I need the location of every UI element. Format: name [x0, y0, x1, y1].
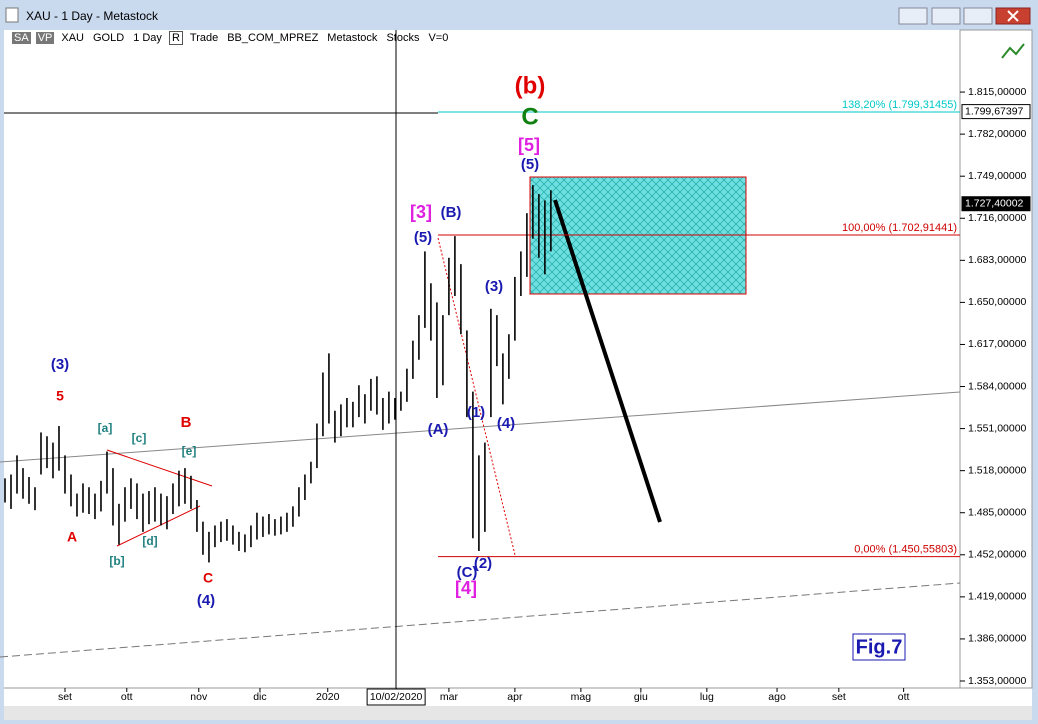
wave-label: (4)	[497, 415, 515, 432]
x-tick-label: 10/02/2020	[370, 691, 423, 703]
price-marker-label: 1.727,40002	[965, 198, 1024, 210]
title-bar	[0, 0, 1038, 30]
x-tick-label: set	[58, 691, 72, 703]
wave-label: (1)	[467, 404, 485, 421]
wave-label: 5	[56, 388, 64, 404]
wave-label: [4]	[455, 578, 477, 598]
wave-label: [b]	[109, 554, 124, 568]
y-tick-label: 1.617,00000	[968, 338, 1027, 350]
y-tick-label: 1.386,00000	[968, 633, 1027, 645]
chart-area	[4, 30, 1032, 706]
y-tick-label: 1.485,00000	[968, 507, 1027, 519]
wave-label: [5]	[518, 135, 540, 155]
fib-label: 0,00% (1.450,55803)	[854, 544, 957, 556]
target-box	[529, 176, 747, 295]
x-tick-label: lug	[700, 691, 714, 703]
y-tick-label: 1.353,00000	[968, 675, 1027, 687]
x-tick-label: ott	[121, 691, 133, 703]
x-tick-label: set	[832, 691, 846, 703]
wave-label: C	[203, 570, 213, 586]
minimize-button[interactable]	[931, 7, 961, 25]
wave-label: [a]	[98, 421, 113, 435]
wave-label: (3)	[485, 278, 503, 295]
toolbar-item[interactable]: V=0	[428, 32, 449, 44]
wave-label: (C)	[457, 564, 478, 581]
tool-icon[interactable]	[1001, 43, 1025, 59]
app-icon	[5, 7, 19, 23]
wave-label: [e]	[182, 444, 197, 458]
wave-label: (5)	[414, 229, 432, 246]
wave-label: C	[521, 103, 538, 130]
wave-label: A	[67, 529, 77, 545]
toolbar-item[interactable]: Trade	[189, 32, 219, 44]
x-tick-label: giu	[634, 691, 648, 703]
figure-label-box	[852, 633, 906, 661]
wave-label: [c]	[132, 431, 147, 445]
wave-label: [3]	[410, 202, 432, 222]
wave-label: [d]	[142, 534, 157, 548]
y-tick-label: 1.650,00000	[968, 296, 1027, 308]
toolbar: SA VP XAU GOLD 1 Day R Trade BB_COM_MPREZ Metast…	[12, 31, 450, 45]
triangle-line	[116, 505, 201, 547]
y-tick-label: 1.518,00000	[968, 464, 1027, 476]
projection-line	[553, 199, 662, 523]
y-tick-label: 1.749,00000	[968, 170, 1027, 182]
figure-label: Fig.7	[856, 636, 903, 658]
price-marker	[961, 104, 1031, 120]
fib-label: 138,20% (1.799,31455)	[842, 99, 957, 111]
window-title: XAU - 1 Day - Metastock	[26, 9, 159, 23]
wave-label: (4)	[197, 592, 215, 609]
y-tick-label: 1.782,00000	[968, 128, 1027, 140]
toolbar-item[interactable]: GOLD	[93, 32, 125, 44]
price-axis	[959, 29, 1033, 689]
price-marker	[961, 196, 1031, 212]
x-tick-label: ott	[898, 691, 910, 703]
y-tick-label: 1.815,00000	[968, 86, 1027, 98]
toolbar-item[interactable]: XAU	[61, 32, 84, 44]
wave-label: (2)	[474, 555, 492, 572]
x-tick-label: mar	[440, 691, 459, 703]
trend-line	[0, 582, 961, 658]
wave-label: (3)	[51, 356, 69, 373]
x-tick-label: 2020	[316, 691, 340, 703]
y-tick-label: 1.683,00000	[968, 254, 1027, 266]
y-tick-label: 1.584,00000	[968, 380, 1027, 392]
toolbar-item[interactable]: Stocks	[386, 32, 420, 44]
x-tick-label: nov	[190, 691, 208, 703]
crosshair-date-box	[366, 688, 426, 706]
window-button[interactable]	[898, 7, 928, 25]
toolbar-item[interactable]: R	[168, 31, 183, 45]
wave-label: (5)	[521, 156, 539, 173]
trend-line	[0, 391, 961, 463]
x-tick-label: ago	[768, 691, 786, 703]
x-tick-label: mag	[571, 691, 592, 703]
y-tick-label: 1.551,00000	[968, 422, 1027, 434]
toolbar-item[interactable]: SA	[12, 32, 31, 44]
triangle-line	[106, 449, 213, 487]
toolbar-item[interactable]: Metastock	[327, 32, 378, 44]
x-tick-label: apr	[507, 691, 523, 703]
scrollbar[interactable]	[4, 706, 1032, 720]
y-tick-label: 1.716,00000	[968, 212, 1027, 224]
toolbar-item[interactable]: VP	[35, 32, 55, 44]
toolbar-item[interactable]: BB_COM_MPREZ	[227, 32, 319, 44]
y-tick-label: 1.419,00000	[968, 591, 1027, 603]
y-tick-label: 1.452,00000	[968, 549, 1027, 561]
wave-label: B	[181, 414, 192, 431]
wave-label: (b)	[515, 72, 546, 99]
maximize-button[interactable]	[963, 7, 993, 25]
wave-label: (B)	[441, 204, 462, 221]
toolbar-item[interactable]: 1 Day	[133, 32, 162, 44]
wave-label: (A)	[428, 421, 449, 438]
x-tick-label: dic	[253, 691, 266, 703]
close-icon	[1007, 10, 1019, 22]
fib-label: 100,00% (1.702,91441)	[842, 222, 957, 234]
price-marker-label: 1.799,67397	[965, 105, 1024, 117]
